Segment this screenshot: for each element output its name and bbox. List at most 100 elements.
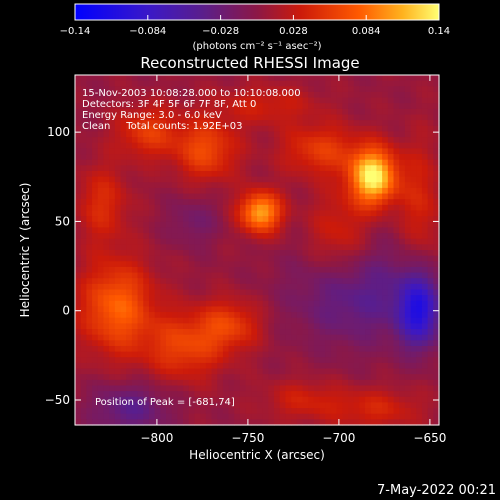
heatmap-cell xyxy=(245,114,252,121)
colorbar-tick-label: −0.084 xyxy=(129,26,166,37)
heatmap-cell xyxy=(171,148,178,155)
heatmap-cell xyxy=(251,385,258,392)
heatmap-cell xyxy=(171,187,178,195)
heatmap-cell xyxy=(416,323,423,330)
heatmap-cell xyxy=(114,154,122,161)
heatmap-cell xyxy=(376,402,383,409)
heatmap-cell xyxy=(353,154,360,161)
heatmap-cell xyxy=(103,159,110,166)
heatmap-cell xyxy=(308,278,315,285)
heatmap-cell xyxy=(319,402,326,409)
heatmap-cell xyxy=(382,114,389,121)
heatmap-cell xyxy=(359,120,366,127)
heatmap-cell xyxy=(410,227,417,234)
heatmap-cell xyxy=(387,283,395,291)
annotation-energy: Energy Range: 3.0 - 6.0 keV xyxy=(82,110,222,121)
heatmap-cell xyxy=(211,408,218,415)
heatmap-cell xyxy=(427,159,434,166)
heatmap-cell xyxy=(279,278,287,285)
heatmap-cell xyxy=(160,233,167,240)
heatmap-cell xyxy=(325,97,332,104)
heatmap-cell xyxy=(296,154,304,161)
heatmap-cell xyxy=(188,323,196,330)
heatmap-cell xyxy=(137,266,144,274)
heatmap-cell xyxy=(205,368,213,375)
heatmap-cell xyxy=(427,227,434,234)
heatmap-cell xyxy=(353,391,360,398)
heatmap-cell xyxy=(86,261,93,268)
heatmap-cell xyxy=(75,97,82,104)
heatmap-cell xyxy=(387,221,395,229)
heatmap-cell xyxy=(131,391,139,398)
heatmap-cell xyxy=(336,312,343,319)
heatmap-cell xyxy=(427,334,434,341)
heatmap-cell xyxy=(393,103,400,110)
heatmap-cell xyxy=(217,187,224,195)
heatmap-cell xyxy=(228,402,235,409)
heatmap-cell xyxy=(80,210,87,217)
heatmap-cell xyxy=(143,204,150,212)
heatmap-cell xyxy=(86,391,93,398)
heatmap-cell xyxy=(336,408,343,415)
heatmap-cell xyxy=(103,97,110,104)
heatmap-cell xyxy=(348,306,355,313)
heatmap-cell xyxy=(143,255,150,262)
heatmap-cell xyxy=(410,199,417,206)
heatmap-cell xyxy=(336,266,343,274)
heatmap-cell xyxy=(183,97,190,104)
heatmap-cell xyxy=(234,120,241,127)
heatmap-cell xyxy=(166,131,173,138)
heatmap-cell xyxy=(302,176,309,183)
heatmap-cell xyxy=(217,402,224,409)
heatmap-cell xyxy=(109,233,116,240)
heatmap-cell xyxy=(222,379,230,387)
heatmap-cell xyxy=(285,233,292,240)
heatmap-cell xyxy=(302,334,309,341)
heatmap-cell xyxy=(103,266,110,274)
heatmap-cell xyxy=(427,103,434,110)
heatmap-cell xyxy=(336,238,343,245)
heatmap-cell xyxy=(154,340,161,347)
heatmap-cell xyxy=(86,345,93,353)
heatmap-cell xyxy=(330,97,338,104)
heatmap-cell xyxy=(205,80,213,87)
heatmap-cell xyxy=(148,408,156,415)
heatmap-cell xyxy=(404,278,412,285)
heatmap-cell xyxy=(143,131,150,138)
heatmap-cell xyxy=(239,312,247,319)
heatmap-cell xyxy=(421,391,429,398)
heatmap-cell xyxy=(319,278,326,285)
heatmap-cell xyxy=(171,334,178,341)
heatmap-cell xyxy=(205,103,213,110)
heatmap-cell xyxy=(92,103,99,110)
heatmap-cell xyxy=(160,159,167,166)
heatmap-cell xyxy=(188,120,196,127)
heatmap-cell xyxy=(251,334,258,341)
heatmap-cell xyxy=(348,187,355,195)
heatmap-cell xyxy=(393,266,400,274)
heatmap-cell xyxy=(239,137,247,144)
heatmap-cell xyxy=(171,289,178,296)
heatmap-cell xyxy=(188,278,196,285)
heatmap-cell xyxy=(120,413,127,420)
heatmap-cell xyxy=(171,210,178,217)
heatmap-cell xyxy=(257,86,264,93)
heatmap-cell xyxy=(376,193,383,200)
heatmap-cell xyxy=(257,278,264,285)
heatmap-cell xyxy=(109,227,116,234)
heatmap-cell xyxy=(126,385,133,392)
heatmap-cell xyxy=(353,340,360,347)
heatmap-cell xyxy=(131,199,139,206)
heatmap-cell xyxy=(296,272,304,279)
heatmap-cell xyxy=(217,266,224,274)
heatmap-cell xyxy=(239,419,247,426)
heatmap-cell xyxy=(410,244,417,251)
heatmap-cell xyxy=(370,317,378,324)
heatmap-cell xyxy=(382,216,389,223)
heatmap-cell xyxy=(308,289,315,296)
heatmap-cell xyxy=(131,357,139,364)
heatmap-cell xyxy=(86,103,93,110)
heatmap-cell xyxy=(166,114,173,121)
heatmap-cell xyxy=(205,114,213,121)
heatmap-cell xyxy=(399,391,406,398)
